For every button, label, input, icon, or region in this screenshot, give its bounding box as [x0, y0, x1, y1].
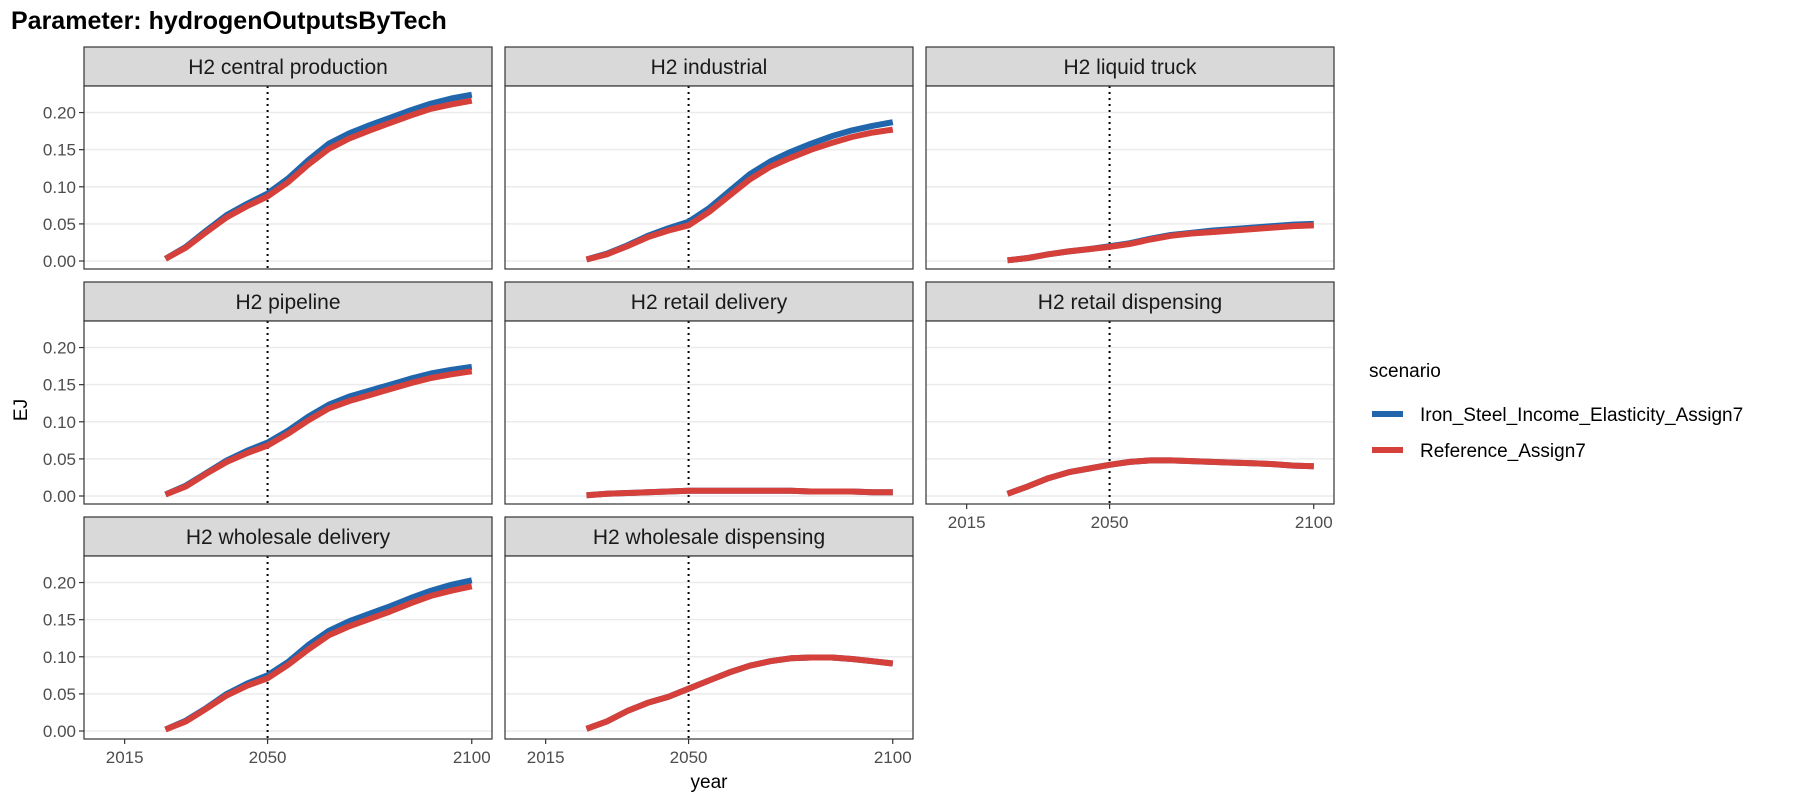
facet-panel: H2 pipeline 0.00 0.05 0.10 0.15 0.20 — [43, 281, 493, 506]
panel-background — [926, 86, 1334, 269]
x-tick-label: 2050 — [249, 748, 287, 767]
panel-background — [926, 321, 1334, 504]
y-tick-label: 0.15 — [43, 376, 76, 395]
panel-border — [83, 555, 493, 740]
legend-title: scenario — [1369, 361, 1441, 382]
panel-background — [505, 86, 913, 269]
legend-label: Reference_Assign7 — [1420, 441, 1586, 462]
chart-title: Parameter: hydrogenOutputsByTech — [11, 7, 447, 35]
facet-strip — [925, 46, 1335, 87]
legend: scenario Iron_Steel_Income_Elasticity_Ass… — [1369, 361, 1743, 462]
facet-panels: H2 central production 0.00 0.05 0.10 0.15 0.2… — [43, 46, 1335, 767]
y-tick-label: 0.00 — [43, 252, 76, 271]
panel-border — [504, 555, 914, 740]
y-tick-label: 0.10 — [43, 413, 76, 432]
y-axis-title: EJ — [11, 399, 32, 421]
panel-border — [83, 320, 493, 505]
facet-strip-label: H2 central production — [188, 56, 388, 79]
series-line — [164, 368, 473, 498]
panel-background — [505, 321, 913, 504]
panel-border — [504, 85, 914, 270]
legend-label: Iron_Steel_Income_Elasticity_Assign7 — [1420, 405, 1743, 426]
facet-strip-label: H2 industrial — [651, 56, 768, 79]
facet-strip-label: H2 pipeline — [235, 291, 340, 314]
series-line — [1007, 222, 1314, 264]
facet-strip-label: H2 retail dispensing — [1038, 291, 1222, 314]
x-tick-label: 2050 — [670, 748, 708, 767]
y-tick-label: 0.20 — [43, 574, 76, 593]
x-tick-label: 2100 — [1295, 513, 1333, 532]
x-tick-label: 2015 — [948, 513, 986, 532]
facet-panel: H2 central production 0.00 0.05 0.10 0.15 0.2… — [43, 46, 493, 271]
panel-background — [505, 556, 913, 739]
panel-border — [925, 320, 1335, 505]
y-tick-label: 0.15 — [43, 141, 76, 160]
series-line — [1006, 457, 1314, 497]
y-tick-label: 0.05 — [43, 450, 76, 469]
y-tick-label: 0.15 — [43, 611, 76, 630]
panel-background — [84, 321, 492, 504]
facet-strip-label: H2 wholesale dispensing — [593, 526, 825, 549]
facet-panel: H2 wholesale dispensing 2015 2050 2100 — [504, 516, 914, 767]
series-line — [585, 654, 894, 732]
facet-panel: H2 retail delivery — [504, 281, 914, 505]
facet-strip — [83, 46, 493, 87]
facet-panel: H2 retail dispensing 2015 2050 2100 — [925, 281, 1335, 532]
series-line — [585, 126, 894, 263]
facet-strip — [925, 281, 1335, 322]
panel-background — [84, 556, 492, 739]
facet-strip — [83, 516, 493, 557]
y-tick-label: 0.20 — [43, 339, 76, 358]
facet-panel: H2 industrial — [504, 46, 914, 270]
x-tick-label: 2015 — [106, 748, 144, 767]
facet-strip-label: H2 retail delivery — [631, 291, 788, 314]
x-axis-title: year — [691, 772, 729, 793]
series-line — [586, 487, 893, 499]
x-tick-label: 2050 — [1091, 513, 1129, 532]
y-tick-label: 0.00 — [43, 722, 76, 741]
series-line — [164, 97, 473, 262]
facet-strip — [504, 281, 914, 322]
facet-strip-label: H2 liquid truck — [1063, 56, 1197, 79]
facet-panel: H2 liquid truck — [925, 46, 1335, 270]
panel-border — [83, 85, 493, 270]
y-tick-label: 0.00 — [43, 487, 76, 506]
y-tick-label: 0.10 — [43, 178, 76, 197]
facet-strip-label: H2 wholesale delivery — [186, 526, 391, 549]
x-tick-label: 2100 — [874, 748, 912, 767]
facet-strip — [504, 516, 914, 557]
y-tick-label: 0.05 — [43, 685, 76, 704]
facet-strip — [504, 46, 914, 87]
x-tick-label: 2100 — [453, 748, 491, 767]
panel-border — [925, 85, 1335, 270]
panel-border — [504, 320, 914, 505]
facet-panel: H2 wholesale delivery 0.00 0.05 0.10 0.15 0.2… — [43, 516, 493, 767]
y-tick-label: 0.20 — [43, 104, 76, 123]
y-tick-label: 0.05 — [43, 215, 76, 234]
x-tick-label: 2015 — [527, 748, 565, 767]
series-line — [164, 583, 473, 733]
y-tick-label: 0.10 — [43, 648, 76, 667]
